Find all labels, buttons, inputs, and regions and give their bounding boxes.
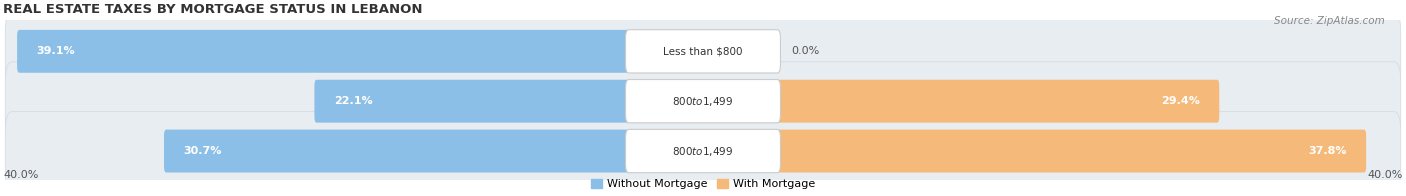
FancyBboxPatch shape (626, 30, 780, 73)
Text: 37.8%: 37.8% (1308, 146, 1347, 156)
FancyBboxPatch shape (165, 130, 704, 172)
FancyBboxPatch shape (702, 80, 1219, 123)
FancyBboxPatch shape (6, 112, 1400, 191)
FancyBboxPatch shape (626, 129, 780, 173)
Text: Less than $800: Less than $800 (664, 46, 742, 56)
Text: 0.0%: 0.0% (792, 46, 820, 56)
Text: 22.1%: 22.1% (335, 96, 373, 106)
Text: Source: ZipAtlas.com: Source: ZipAtlas.com (1274, 16, 1385, 26)
Text: 30.7%: 30.7% (184, 146, 222, 156)
Text: $800 to $1,499: $800 to $1,499 (672, 145, 734, 158)
Text: 40.0%: 40.0% (3, 170, 39, 180)
FancyBboxPatch shape (6, 12, 1400, 91)
FancyBboxPatch shape (702, 130, 1367, 172)
Text: 29.4%: 29.4% (1161, 96, 1199, 106)
Text: $800 to $1,499: $800 to $1,499 (672, 95, 734, 108)
FancyBboxPatch shape (6, 62, 1400, 141)
Text: 40.0%: 40.0% (1367, 170, 1403, 180)
FancyBboxPatch shape (17, 30, 704, 73)
FancyBboxPatch shape (626, 80, 780, 123)
Legend: Without Mortgage, With Mortgage: Without Mortgage, With Mortgage (586, 174, 820, 194)
FancyBboxPatch shape (315, 80, 704, 123)
Text: REAL ESTATE TAXES BY MORTGAGE STATUS IN LEBANON: REAL ESTATE TAXES BY MORTGAGE STATUS IN … (3, 4, 423, 16)
Text: 39.1%: 39.1% (37, 46, 76, 56)
